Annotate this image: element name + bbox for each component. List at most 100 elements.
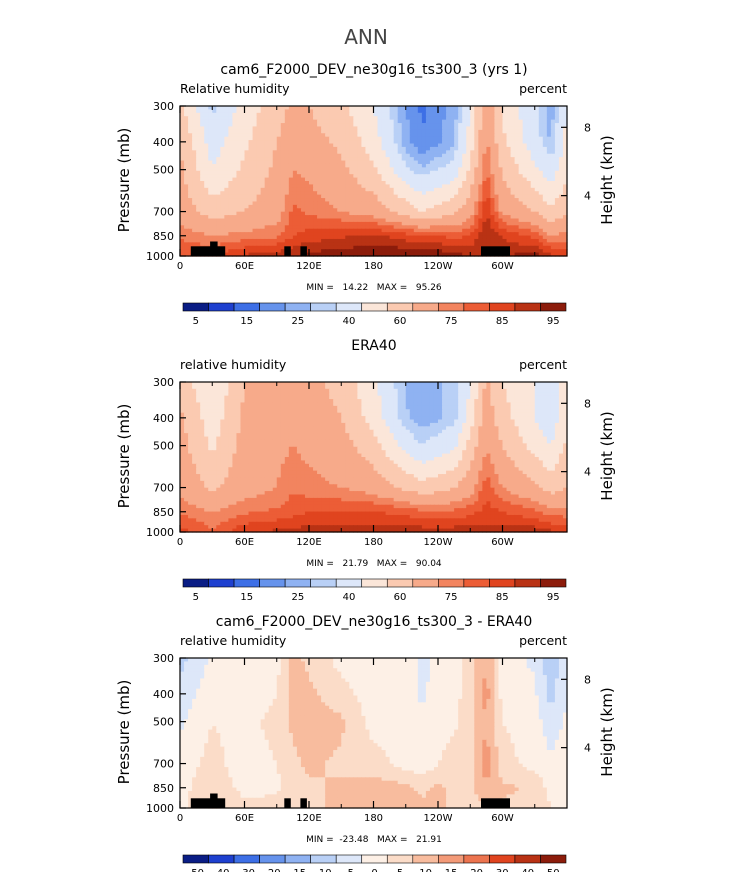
panel-1-cell [438,242,443,246]
panel-1-cell [228,195,233,199]
panel-1-cell [285,181,290,185]
panel-1-cell [434,144,439,148]
panel-1-cell [337,174,342,178]
panel-1-cell [494,184,499,188]
panel-1-cell [402,195,407,199]
panel-1-cell [289,195,294,199]
panel-1-cell [490,191,495,195]
panel-2-cell [442,385,447,389]
panel-1-cell [216,208,221,212]
panel-1-cell [361,249,366,253]
panel-1-cell [454,167,459,171]
panel-1-cell [345,120,350,124]
panel-1-cell [374,126,379,130]
panel-1-cell [454,154,459,158]
panel-1-cell [309,140,314,144]
panel-1-cell [236,239,241,243]
panel-1-cell [434,116,439,120]
panel-1-cell [321,242,326,246]
panel-1-cell [220,195,225,199]
panel-1-cell [265,246,270,250]
panel-1-cell [212,178,217,182]
panel-1-cell [458,178,463,182]
panel-1-cell [180,195,185,199]
panel-2-cell [434,389,439,393]
panel-1-cell [220,130,225,134]
panel-2-cell [325,385,330,389]
panel-2-cell [535,389,540,393]
panel-1-cell [490,229,495,233]
panel-1-cell [345,109,350,113]
panel-2-cell [245,389,250,393]
panel-1-cell [418,164,423,168]
panel-1-cell [470,133,475,137]
panel-1-cell [410,164,415,168]
panel-1-cell [402,222,407,226]
panel-1-cell [414,239,419,243]
panel-1-cell [410,229,415,233]
panel-1-cell [216,171,221,175]
panel-1-cell [337,246,342,250]
panel-1-cell [507,150,512,154]
panel-1-cell [426,225,431,229]
panel-1-cell [216,219,221,223]
panel-1-cell [293,205,298,209]
panel-1-cell [378,140,383,144]
panel-1-cell [293,106,298,110]
panel-1-cell [369,212,374,216]
panel-1-cell [559,219,564,223]
panel-1-cell [410,212,415,216]
panel-1-cell [519,109,524,113]
panel-1-cell [507,212,512,216]
panel-2-cell [390,382,395,386]
panel-1-cell [208,150,213,154]
panel-1-cell [378,164,383,168]
panel-1-cell [245,126,250,130]
panel-2-cell [297,402,302,406]
panel-1-cell [257,191,262,195]
panel-1-cell [261,113,266,117]
panel-1-cell [543,239,548,243]
panel-1-cell [321,191,326,195]
panel-1-cell [482,191,487,195]
panel-1-cell [369,174,374,178]
panel-1-cell [317,174,322,178]
panel-1-cell [257,215,262,219]
panel-1-cell [386,242,391,246]
panel-2-cell [365,385,370,389]
panel-1-cell [281,215,286,219]
panel-1-cell [390,174,395,178]
panel-1-cell [369,229,374,233]
panel-1-cell [353,116,358,120]
panel-1-cell [462,144,467,148]
y-tick-label: 500 [153,164,174,177]
panel-1-cell [559,116,564,120]
panel-1-cell [333,144,338,148]
panel-1-cell [515,181,520,185]
panel-1-cell [402,229,407,233]
panel-1-cell [551,181,556,185]
panel-1-cell [192,106,197,110]
panel-1-cell [192,232,197,236]
panel-2-cell [345,402,350,406]
panel-1-cell [353,201,358,205]
panel-1-cell [184,212,189,216]
panel-1-cell [515,201,520,205]
panel-1-cell [273,164,278,168]
panel-1-cell [220,225,225,229]
panel-1-cell [394,164,399,168]
panel-1-cell [297,120,302,124]
panel-1-cell [329,120,334,124]
panel-1-cell [430,133,435,137]
colorbar-cell [540,303,566,311]
panel-1-cell [374,229,379,233]
panel-1-cell [309,249,314,253]
panel-1-cell [345,239,350,243]
panel-2-cell [297,385,302,389]
panel-1-cell [293,150,298,154]
panel-2-cell [317,392,322,396]
panel-1-cell [515,215,520,219]
panel-1-cell [414,246,419,250]
panel-1-cell [559,109,564,113]
